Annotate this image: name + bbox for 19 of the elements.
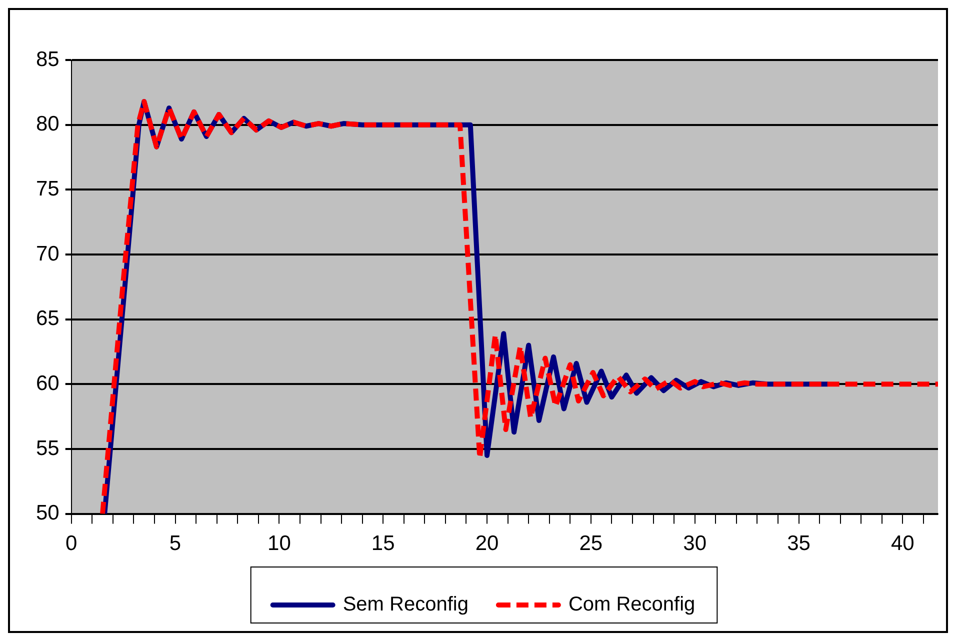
legend-label: Com Reconfig	[568, 594, 696, 616]
y-tick-label: 65	[36, 307, 60, 330]
x-tick-label: 30	[683, 532, 707, 556]
y-tick-label: 60	[36, 372, 60, 395]
x-tick-label: 15	[371, 532, 395, 556]
x-tick-label: 10	[268, 532, 291, 556]
x-tick-label: 0	[66, 532, 78, 556]
y-tick-label: 85	[36, 48, 60, 71]
y-tick-label: 75	[36, 177, 60, 200]
y-tick-label: 70	[36, 242, 60, 266]
x-tick-label: 35	[787, 532, 810, 556]
y-tick-label: 80	[36, 112, 60, 136]
legend-label: Sem Reconfig	[342, 594, 468, 616]
x-tick-label: 5	[169, 532, 182, 556]
x-tick-label: 20	[475, 532, 499, 556]
x-tick-label: 40	[890, 532, 914, 556]
x-tick-label: 25	[579, 532, 603, 556]
y-tick-label: 50	[36, 502, 60, 525]
y-tick-label: 55	[36, 436, 60, 460]
